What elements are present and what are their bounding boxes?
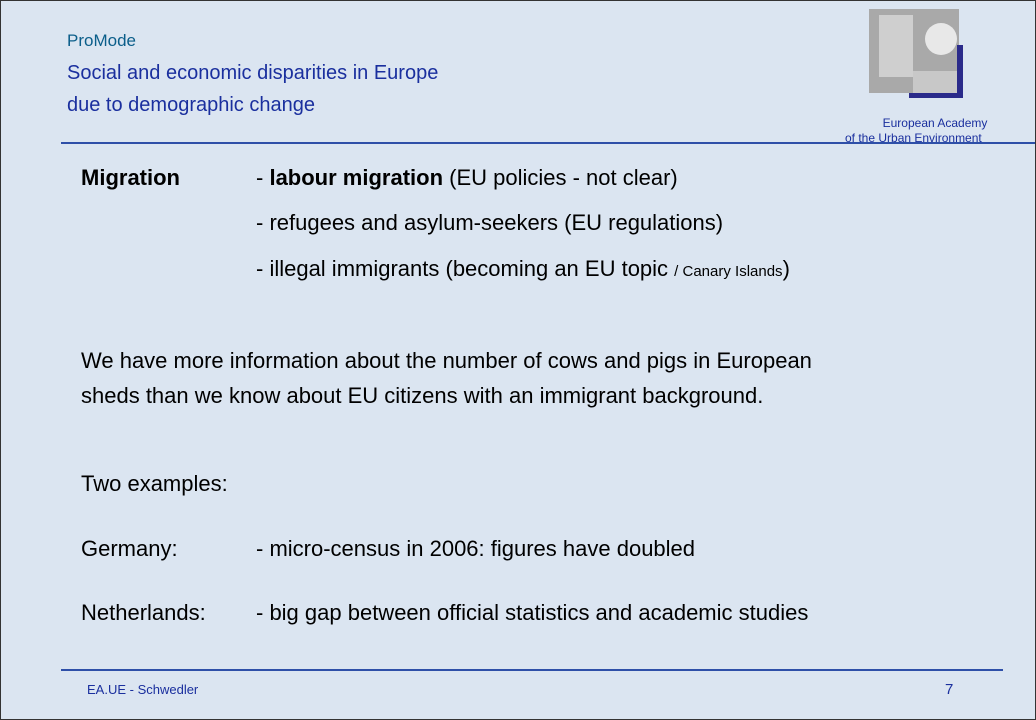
header-rule <box>61 142 1035 144</box>
topic-label: Migration <box>81 165 180 190</box>
title-line: Social and economic disparities in Europ… <box>67 62 439 84</box>
note: - micro-census in 2006: figures have dou… <box>256 536 696 561</box>
logo-text: European Academy <box>882 116 988 130</box>
list-item: - illegal immigrants (becoming an EU top… <box>256 258 790 280</box>
logo <box>869 9 963 98</box>
examples-label: Two examples: <box>81 471 228 496</box>
country: Germany: <box>81 536 178 561</box>
footer-rule <box>61 669 1003 671</box>
logo-text: of the Urban Environment <box>845 131 982 145</box>
list-item: - labour migration (EU policies - not cl… <box>256 167 678 189</box>
statement-line: We have more information about the numbe… <box>81 348 812 373</box>
text-bold: labour migration <box>269 165 444 190</box>
note: - big gap between official statistics an… <box>256 600 809 625</box>
statement-line: sheds than we know about EU citizens wit… <box>81 383 764 408</box>
text-small: / Canary Islands <box>674 263 783 280</box>
brand: ProMode <box>67 31 136 50</box>
text: - refugees and asylum-seekers (EU regula… <box>256 210 724 235</box>
title-line: due to demographic change <box>67 94 315 116</box>
page-number: 7 <box>945 681 954 698</box>
country: Netherlands: <box>81 600 206 625</box>
footer-author: EA.UE - Schwedler <box>87 682 199 697</box>
text: - <box>256 165 270 190</box>
text: (EU policies - not clear) <box>443 165 678 190</box>
list-item: - refugees and asylum-seekers (EU regula… <box>256 212 723 234</box>
text: ) <box>782 256 790 281</box>
text: - illegal immigrants (becoming an EU top… <box>256 256 675 281</box>
